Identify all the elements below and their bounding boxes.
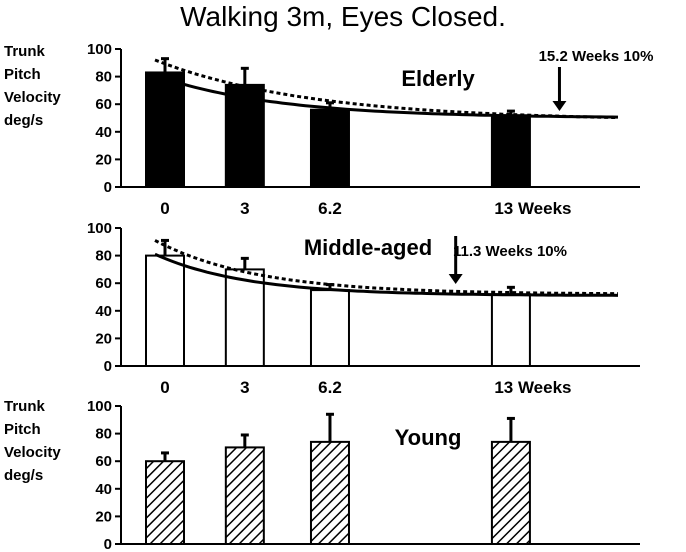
annotation-label: 11.3 Weeks 10% [453, 243, 567, 260]
bar [490, 293, 531, 367]
y-tick-label: 0 [104, 179, 112, 196]
fit-curve-dotted [154, 58, 619, 120]
group-label: Middle-aged [304, 235, 432, 260]
group-label: Young [395, 425, 462, 450]
y-tick-label: 100 [87, 41, 112, 58]
y-tick-label: 0 [104, 358, 112, 375]
x-tick-label: 3 [240, 199, 249, 218]
y-tick-label: 80 [95, 248, 112, 265]
y-tick-label: 80 [95, 69, 112, 86]
y-axis-label: deg/s [4, 112, 43, 129]
bar [145, 460, 185, 546]
panel-middle-aged: 0 20 40 60 80 100 0 3 6.2 13 Weeks Middle-aged 11.3… [87, 220, 640, 397]
bar [145, 71, 185, 188]
x-tick-label: 13 Weeks [494, 199, 571, 218]
y-tick-label: 0 [104, 536, 112, 552]
y-tick-label: 100 [87, 220, 112, 237]
bar [309, 289, 350, 368]
group-label: Elderly [401, 66, 475, 91]
y-axis-label: Trunk [4, 43, 45, 60]
y-tick-label: 40 [95, 303, 112, 320]
x-tick-label: 3 [240, 378, 249, 397]
fit-curve-solid [154, 252, 619, 297]
y-tick-label: 20 [95, 151, 112, 168]
y-tick-label: 20 [95, 330, 112, 347]
bar [490, 114, 531, 188]
y-axis-label: Velocity [4, 444, 61, 461]
bar [145, 254, 185, 368]
y-tick-label: 80 [95, 426, 112, 443]
y-tick-label: 60 [95, 275, 112, 292]
annotation-arrow-head [552, 101, 567, 111]
y-axis-label: deg/s [4, 467, 43, 484]
y-axis-label: Velocity [4, 89, 61, 106]
bar [224, 268, 265, 367]
y-tick-label: 60 [95, 453, 112, 470]
y-tick-label: 100 [87, 398, 112, 415]
bar [309, 108, 350, 188]
x-tick-label: 0 [160, 378, 169, 397]
fit-curve-solid [154, 73, 619, 119]
x-tick-label: 6.2 [318, 199, 342, 218]
annotation-label: 15.2 Weeks 10% [539, 48, 654, 65]
chart-title: Walking 3m, Eyes Closed. [180, 1, 506, 32]
y-tick-label: 60 [95, 96, 112, 113]
bar [309, 440, 350, 546]
y-axis-label: Pitch [4, 421, 41, 438]
fit-curve-dotted [154, 239, 619, 296]
x-tick-label: 6.2 [318, 378, 342, 397]
panel-elderly: 0 20 40 60 80 100 Trunk Pitch Velocity deg/s 0 3 6.2… [4, 41, 653, 218]
bar [224, 446, 265, 545]
y-axis-label: Trunk [4, 398, 45, 415]
annotation-arrow-head [448, 274, 463, 284]
x-tick-label: 0 [160, 199, 169, 218]
panel-young: 0 20 40 60 80 100 Trunk Pitch Velocity deg/s Young [4, 398, 640, 552]
bar [490, 440, 531, 546]
y-tick-label: 40 [95, 124, 112, 141]
y-axis-label: Pitch [4, 66, 41, 83]
y-tick-label: 40 [95, 481, 112, 498]
y-tick-label: 20 [95, 508, 112, 525]
x-tick-label: 13 Weeks [494, 378, 571, 397]
